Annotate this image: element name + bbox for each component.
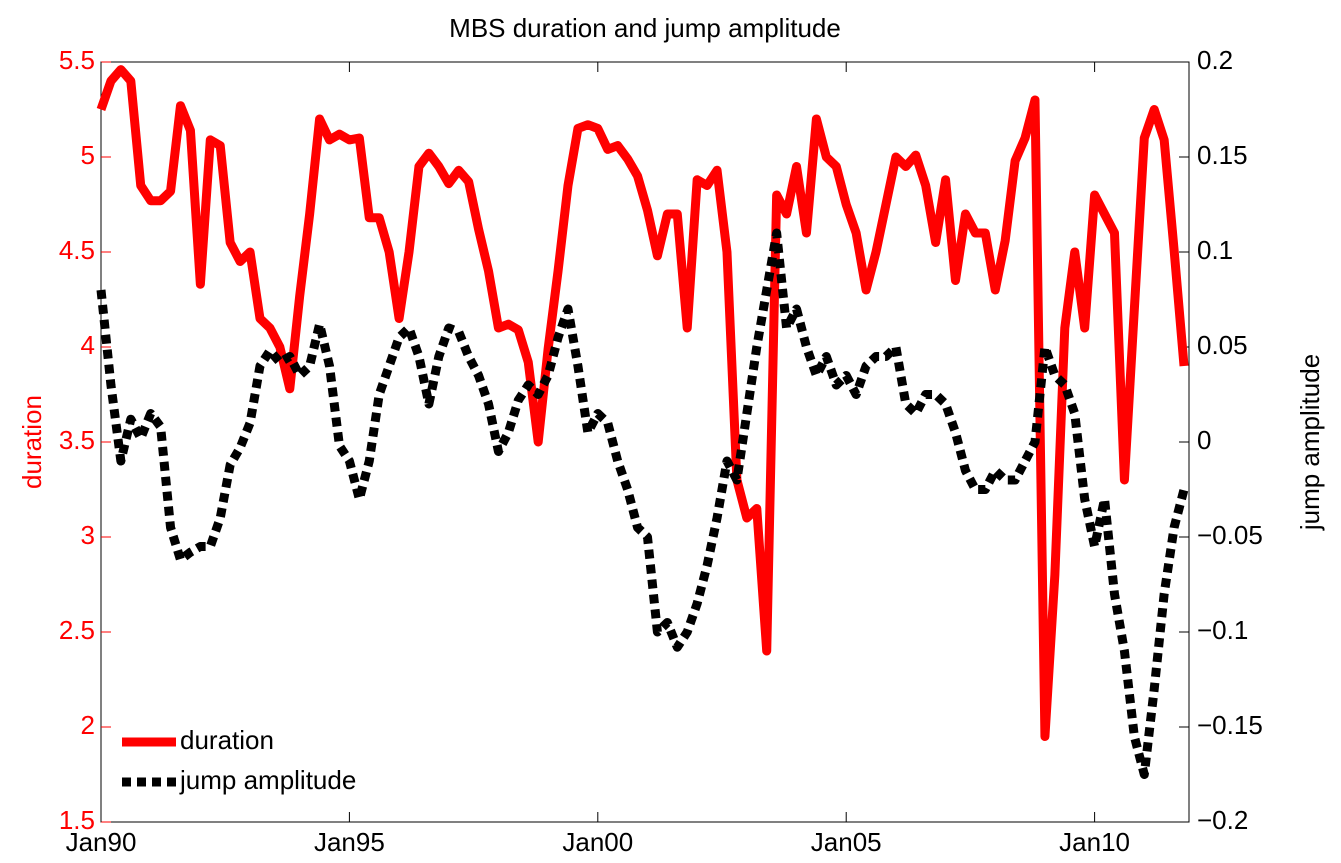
y-tick-label: 1.5 — [59, 805, 95, 835]
y-tick-label: 3.5 — [59, 425, 95, 455]
y2-tick-label: −0.1 — [1197, 615, 1248, 645]
y2-tick-label: −0.15 — [1197, 710, 1263, 740]
x-tick-label: Jan10 — [1059, 827, 1130, 857]
plot-frame — [100, 61, 1190, 823]
y-tick-label: 5.5 — [59, 45, 95, 75]
y-tick-label: 4 — [81, 330, 95, 360]
y-tick-label: 4.5 — [59, 235, 95, 265]
y-tick-label: 2 — [81, 710, 95, 740]
y2-tick-label: −0.2 — [1197, 805, 1248, 835]
y2-tick-label: −0.05 — [1197, 520, 1263, 550]
x-tick-label: Jan00 — [562, 827, 633, 857]
y-tick-label: 3 — [81, 520, 95, 550]
y2-tick-label: 0.2 — [1197, 45, 1233, 75]
y-axis-label: duration — [17, 395, 47, 489]
y-tick-label: 2.5 — [59, 615, 95, 645]
legend-label: jump amplitude — [179, 765, 356, 795]
y2-tick-label: 0.05 — [1197, 330, 1248, 360]
x-tick-label: Jan90 — [66, 827, 137, 857]
y-tick-label: 5 — [81, 140, 95, 170]
y2-tick-label: 0 — [1197, 425, 1211, 455]
x-tick-label: Jan05 — [811, 827, 882, 857]
x-tick-label: Jan95 — [314, 827, 385, 857]
y2-tick-label: 0.15 — [1197, 140, 1248, 170]
legend-label: duration — [180, 725, 274, 755]
chart-title: MBS duration and jump amplitude — [449, 13, 841, 43]
data-line — [96, 65, 1189, 741]
y2-tick-label: 0.1 — [1197, 235, 1233, 265]
y2-axis-label: jump amplitude — [1295, 354, 1325, 531]
